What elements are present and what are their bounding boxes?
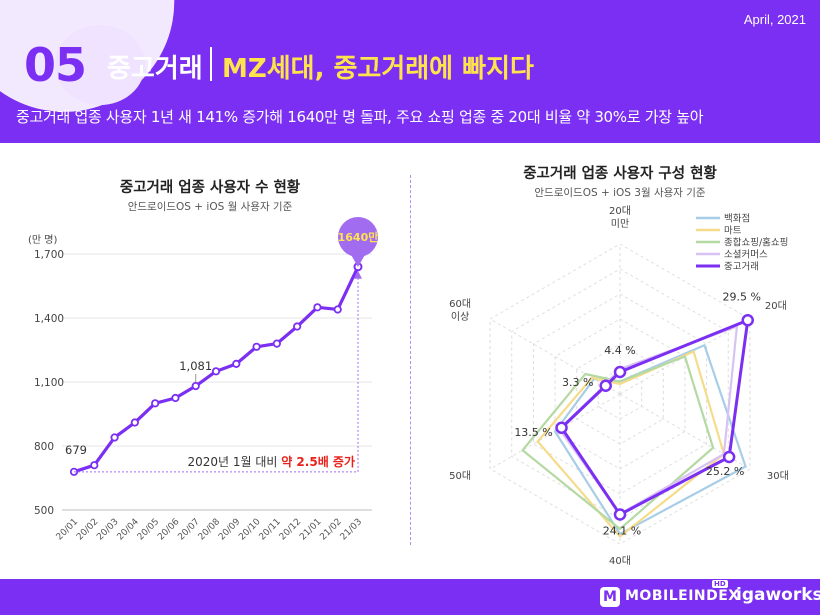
x-tick-label: 20/06 (156, 517, 182, 543)
data-point (211, 367, 221, 376)
data-point (110, 433, 119, 442)
data-label-mid: 1,081 (179, 359, 212, 373)
radar-axis-label: 40대 (609, 555, 631, 567)
radar-data-label: 3.3 % (562, 376, 593, 389)
arrow-head-icon (354, 270, 362, 279)
y-tick-label: 1,100 (34, 377, 64, 389)
radar-axis-label-line: 20대 (609, 205, 631, 217)
radar-data-label: 25.2 % (706, 465, 744, 478)
annotation-emphasis: 약 2.5배 증가 (281, 454, 355, 469)
x-tick-label: 20/04 (116, 517, 142, 543)
y-axis-unit: (만 명) (28, 234, 57, 246)
mobileindex-logo-text: MOBILEINDEX (625, 588, 740, 604)
radar-gridline (532, 293, 708, 495)
radar-axis-label-line: 30대 (767, 470, 789, 482)
radar-axis-label-line: 40대 (609, 555, 631, 567)
data-point (293, 322, 302, 331)
radar-axis-label-line: 20대 (765, 300, 787, 312)
x-tick-label: 20/05 (136, 517, 161, 542)
data-point (272, 339, 281, 348)
radar-spoke (619, 393, 751, 470)
radar-series-2 (521, 355, 715, 531)
value-bubble (338, 217, 378, 257)
radar-axis-label: 30대 (767, 470, 789, 482)
line-chart-note: 안드로이드OS + iOS 월 사용자 기준 (127, 201, 293, 213)
radar-axis-label-line: 이상 (451, 311, 469, 323)
mobileindex-logo-icon: M (600, 587, 620, 607)
x-tick-label: 20/09 (217, 517, 243, 543)
radar-axis-label-line: 50대 (449, 470, 471, 482)
y-tick-label: 500 (34, 505, 54, 517)
y-tick-label: 1,700 (34, 249, 64, 261)
x-tick-label: 20/01 (55, 517, 80, 542)
radar-point (613, 508, 627, 521)
data-point (232, 359, 241, 368)
hd-badge: HD (712, 580, 728, 588)
radar-chart-note: 안드로이드OS + iOS 3월 사용자 기준 (534, 187, 706, 199)
radar-point (741, 314, 754, 327)
x-tick-label: 20/07 (176, 517, 201, 542)
legend-label: 중고거래 (724, 262, 759, 273)
annotation-text: 2020년 1월 대비 (187, 455, 281, 469)
radar-axis-label: 20대 (765, 300, 787, 312)
decorative-blob (55, 25, 145, 105)
y-tick-label: 1,400 (34, 313, 64, 325)
radar-series-1 (536, 350, 726, 538)
radar-data-label: 13.5 % (514, 426, 552, 439)
data-point (191, 381, 200, 391)
section-number: 05 (24, 38, 87, 92)
radar-data-label: 29.5 % (723, 290, 761, 303)
x-tick-label: 20/02 (75, 517, 100, 542)
igaworks-logo: igaworks (736, 585, 820, 605)
x-tick-label: 20/12 (278, 517, 303, 542)
radar-axis-label-line: 미만 (611, 218, 629, 230)
footer-bar: M MOBILEINDEX HD igaworks (0, 579, 820, 615)
header-banner: 05 중고거래 MZ세대, 중고거래에 빠지다 April, 2021 중고거래… (0, 0, 820, 143)
radar-axis-label: 20대 미만 (609, 205, 631, 230)
legend-label: 백화점 (724, 213, 750, 225)
radar-axis-label: 50대 (449, 470, 471, 482)
y-tick-label: 800 (34, 441, 54, 453)
page-subtitle: MZ세대, 중고거래에 빠지다 (222, 54, 534, 84)
title-divider (210, 47, 212, 81)
data-label-last: 1640만 (338, 230, 379, 244)
data-point (313, 303, 322, 312)
legend-label: 마트 (724, 226, 742, 237)
radar-point (722, 450, 736, 464)
legend-label: 종합쇼핑/홈쇼핑 (724, 237, 788, 249)
data-point (333, 305, 342, 314)
summary-text: 중고거래 업종 사용자 1년 새 141% 증가해 1640만 명 돌파, 주요… (16, 108, 704, 126)
data-point (252, 342, 261, 351)
x-tick-label: 20/03 (95, 517, 120, 542)
data-point (151, 399, 160, 408)
legend-label: 소셜커머스 (724, 250, 768, 261)
radar-series-0 (553, 344, 747, 536)
radar-point (599, 379, 612, 392)
page-title: 중고거래 (107, 54, 203, 84)
chart-divider (410, 175, 411, 545)
x-tick-label: 20/11 (258, 517, 283, 542)
radar-chart-title: 중고거래 업종 사용자 구성 현황 (523, 166, 717, 182)
radar-point (613, 365, 627, 379)
line-chart-title: 중고거래 업종 사용자 수 현황 (119, 180, 301, 196)
radar-spoke (489, 318, 621, 395)
x-tick-label: 20/10 (237, 517, 263, 543)
data-point (90, 461, 99, 470)
data-label-first: 679 (65, 443, 87, 457)
radar-axis-label-line: 60대 (449, 298, 471, 310)
growth-annotation: 2020년 1월 대비 약 2.5배 증가 (187, 454, 355, 469)
x-tick-label: 20/08 (197, 517, 223, 543)
data-point (171, 393, 180, 403)
radar-point (555, 421, 568, 434)
radar-data-label: 24.1 % (603, 525, 641, 538)
x-tick-label: 21/02 (318, 517, 343, 542)
x-tick-label: 21/03 (339, 517, 364, 542)
report-date: April, 2021 (743, 12, 806, 27)
radar-axis-label: 60대 이상 (449, 298, 471, 323)
x-tick-label: 21/01 (298, 517, 323, 542)
radar-data-label: 4.4 % (604, 344, 635, 357)
data-point (130, 418, 139, 427)
